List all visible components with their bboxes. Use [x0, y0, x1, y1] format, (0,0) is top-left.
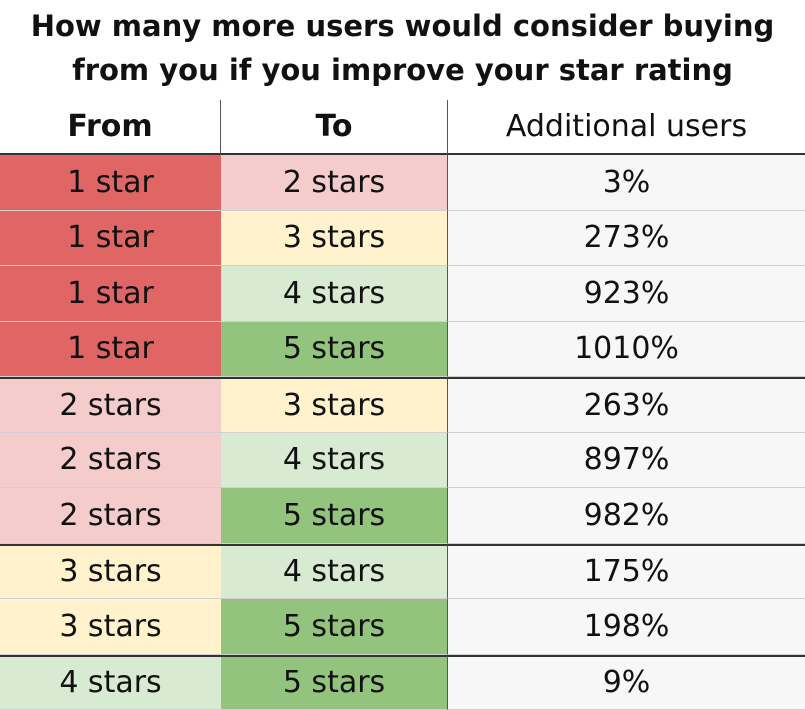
from-cell: 2 stars — [0, 377, 221, 433]
to-cell: 3 stars — [221, 377, 448, 433]
column-header-additional-users: Additional users — [448, 100, 805, 155]
from-cell: 1 star — [0, 322, 221, 378]
column-header-to: To — [221, 100, 448, 155]
from-cell: 3 stars — [0, 599, 221, 655]
additional-users-cell: 198% — [448, 599, 805, 655]
from-cell: 2 stars — [0, 488, 221, 544]
chart-title-line-1: How many more users would consider buyin… — [0, 4, 805, 48]
from-cell: 3 stars — [0, 544, 221, 600]
from-cell: 2 stars — [0, 433, 221, 489]
to-cell: 4 stars — [221, 544, 448, 600]
additional-users-cell: 923% — [448, 266, 805, 322]
additional-users-cell: 273% — [448, 211, 805, 267]
from-cell: 1 star — [0, 211, 221, 267]
from-cell: 4 stars — [0, 655, 221, 710]
to-cell: 2 stars — [221, 155, 448, 211]
to-cell: 5 stars — [221, 599, 448, 655]
additional-users-cell: 175% — [448, 544, 805, 600]
to-cell: 5 stars — [221, 488, 448, 544]
additional-users-cell: 1010% — [448, 322, 805, 378]
additional-users-cell: 3% — [448, 155, 805, 211]
additional-users-cell: 897% — [448, 433, 805, 489]
to-cell: 5 stars — [221, 655, 448, 710]
to-cell: 4 stars — [221, 433, 448, 489]
table-header-row: From To Additional users — [0, 100, 805, 155]
to-cell: 5 stars — [221, 322, 448, 378]
additional-users-cell: 263% — [448, 377, 805, 433]
chart-title-line-2: from you if you improve your star rating — [0, 48, 805, 92]
additional-users-cell: 9% — [448, 655, 805, 710]
to-cell: 4 stars — [221, 266, 448, 322]
to-cell: 3 stars — [221, 211, 448, 267]
from-cell: 1 star — [0, 266, 221, 322]
from-cell: 1 star — [0, 155, 221, 211]
column-header-from: From — [0, 100, 221, 155]
chart-title: How many more users would consider buyin… — [0, 0, 805, 100]
additional-users-cell: 982% — [448, 488, 805, 544]
